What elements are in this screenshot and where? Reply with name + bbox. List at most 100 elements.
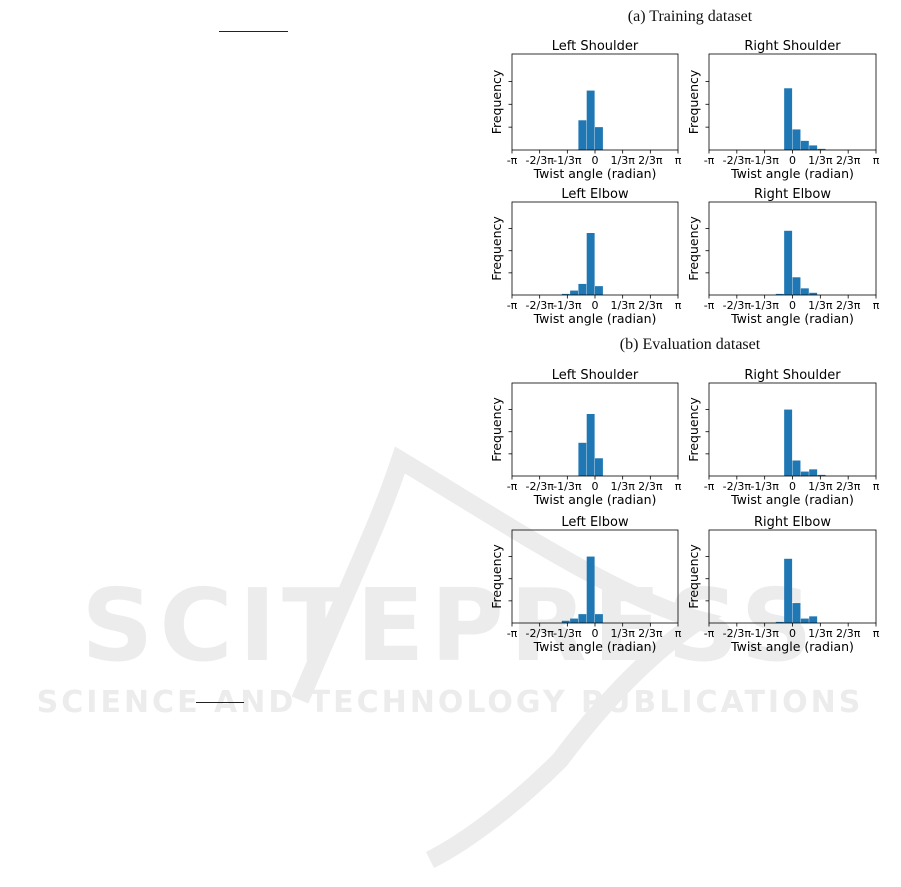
- x-tick-label: -1/3π: [751, 480, 780, 493]
- x-tick-label: π: [675, 627, 682, 640]
- histogram-bar: [784, 409, 793, 476]
- x-tick-label: -π: [704, 299, 715, 312]
- histogram-bar: [775, 621, 784, 623]
- x-tick-label: π: [675, 154, 682, 167]
- x-axis-label: Twist angle (radian): [730, 166, 854, 181]
- x-tick-label: 0: [592, 480, 599, 493]
- histogram-bar: [800, 140, 809, 150]
- x-tick-label: 0: [592, 627, 599, 640]
- x-tick-label: -1/3π: [553, 480, 582, 493]
- subplot-title: Right Shoulder: [744, 39, 841, 54]
- page-rule-bottom: [196, 702, 244, 703]
- x-tick-label: π: [873, 299, 880, 312]
- x-tick-label: -π: [704, 480, 715, 493]
- x-tick-label: -π: [507, 480, 518, 493]
- x-tick-label: π: [873, 627, 880, 640]
- histogram-bar: [809, 292, 818, 295]
- x-tick-label: -1/3π: [751, 299, 780, 312]
- x-tick-label: 1/3π: [611, 154, 636, 167]
- x-tick-label: 2/3π: [638, 299, 663, 312]
- axes-frame: [511, 529, 679, 624]
- subplot-title: Left Elbow: [561, 187, 629, 202]
- x-tick-label: -2/3π: [723, 299, 752, 312]
- x-axis-label: Twist angle (radian): [533, 166, 657, 181]
- x-tick-label: π: [873, 480, 880, 493]
- x-tick-label: -1/3π: [553, 627, 582, 640]
- histogram-bar: [578, 614, 587, 623]
- x-tick-label: -π: [704, 154, 715, 167]
- subplot-title: Left Shoulder: [552, 368, 639, 383]
- x-tick-label: 1/3π: [808, 299, 833, 312]
- histogram-bar: [578, 283, 587, 295]
- histogram-bar: [809, 616, 818, 623]
- histogram-bar: [792, 460, 801, 476]
- x-tick-label: π: [675, 299, 682, 312]
- subplot-title: Left Shoulder: [552, 39, 639, 54]
- x-tick-label: -1/3π: [553, 299, 582, 312]
- histogram-bar: [595, 458, 603, 476]
- x-tick-label: 1/3π: [808, 480, 833, 493]
- x-tick-label: -2/3π: [526, 627, 555, 640]
- x-tick-label: 0: [789, 154, 796, 167]
- section-title-training: (a) Training dataset: [627, 8, 753, 25]
- x-tick-label: -π: [507, 627, 518, 640]
- subplot-title: Right Elbow: [754, 515, 831, 530]
- histogram-bar: [561, 293, 570, 295]
- x-tick-label: -2/3π: [723, 480, 752, 493]
- y-axis-label: Frequency: [489, 216, 504, 281]
- x-tick-label: -1/3π: [553, 154, 582, 167]
- x-axis-label: Twist angle (radian): [730, 639, 854, 654]
- histogram-bar: [800, 471, 809, 476]
- histogram-bar: [800, 288, 809, 295]
- histogram-bar: [784, 230, 793, 295]
- watermark-swoosh-shape: [291, 446, 722, 869]
- x-tick-label: 0: [789, 480, 796, 493]
- watermark-main-text: SCITEPRESS: [81, 567, 818, 684]
- watermark-sub-text: SCIENCE AND TECHNOLOGY PUBLICATIONS: [37, 685, 864, 720]
- x-tick-label: -π: [507, 299, 518, 312]
- x-tick-label: -π: [507, 154, 518, 167]
- histogram-bar: [586, 90, 595, 150]
- histogram-bar: [586, 556, 595, 623]
- x-tick-label: 0: [592, 154, 599, 167]
- y-axis-label: Frequency: [489, 397, 504, 462]
- y-axis-label: Frequency: [686, 216, 701, 281]
- histogram-bar: [775, 293, 784, 295]
- x-tick-label: -2/3π: [526, 154, 555, 167]
- x-tick-label: 1/3π: [808, 627, 833, 640]
- y-axis-label: Frequency: [489, 69, 504, 134]
- x-tick-label: 2/3π: [836, 480, 861, 493]
- subplot-title: Right Shoulder: [744, 368, 841, 383]
- y-axis-label: Frequency: [686, 544, 701, 609]
- x-tick-label: -2/3π: [526, 480, 555, 493]
- histogram-bar: [792, 277, 801, 295]
- x-tick-label: 1/3π: [611, 299, 636, 312]
- y-axis-label: Frequency: [686, 69, 701, 134]
- x-tick-label: 2/3π: [836, 154, 861, 167]
- x-tick-label: 2/3π: [836, 627, 861, 640]
- histogram-bar: [570, 290, 579, 295]
- histogram-bar: [595, 286, 603, 295]
- x-tick-label: -2/3π: [723, 627, 752, 640]
- histogram-bar: [792, 129, 801, 150]
- histogram-bar: [809, 145, 818, 150]
- x-tick-label: 1/3π: [611, 480, 636, 493]
- y-axis-label: Frequency: [686, 397, 701, 462]
- histogram-bar: [784, 558, 793, 623]
- x-tick-label: 2/3π: [836, 299, 861, 312]
- x-tick-label: 1/3π: [808, 154, 833, 167]
- histogram-bar: [809, 469, 818, 476]
- x-tick-label: 0: [789, 299, 796, 312]
- histogram-bar: [817, 474, 826, 476]
- x-tick-label: 2/3π: [638, 480, 663, 493]
- x-axis-label: Twist angle (radian): [730, 492, 854, 507]
- subplot-title: Left Elbow: [561, 515, 629, 530]
- x-tick-label: 2/3π: [638, 154, 663, 167]
- histogram-bar: [578, 442, 587, 476]
- x-axis-label: Twist angle (radian): [533, 492, 657, 507]
- x-tick-label: 2/3π: [638, 627, 663, 640]
- histogram-bar: [578, 120, 587, 150]
- subplot-title: Right Elbow: [754, 187, 831, 202]
- x-tick-label: 0: [592, 299, 599, 312]
